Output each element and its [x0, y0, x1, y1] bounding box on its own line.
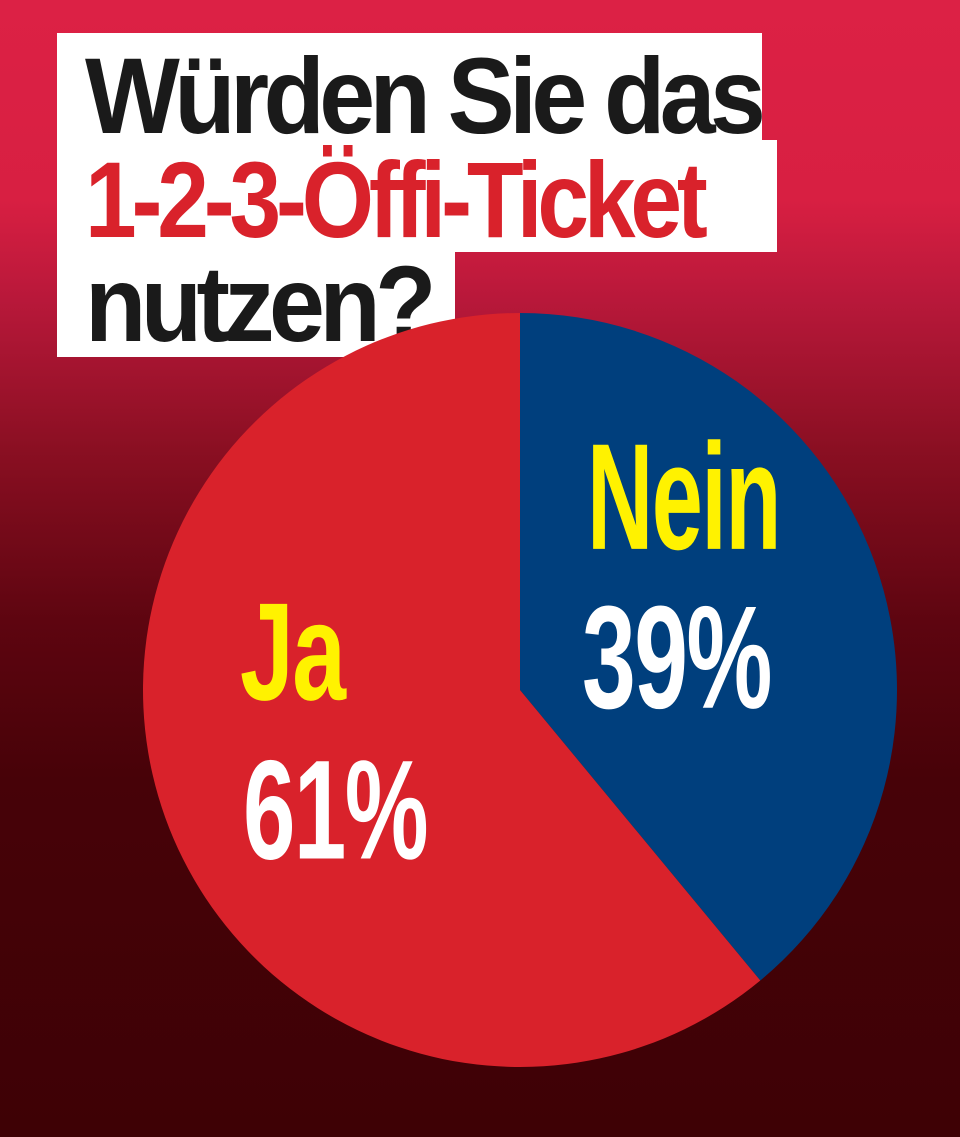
pie-slice-nein — [520, 313, 898, 981]
chart-title-line3: nutzen? — [85, 243, 436, 364]
slice-label-ja-category: Ja — [240, 575, 346, 730]
title-box-line1 — [57, 33, 762, 143]
chart-title-line1: Würden Sie das — [85, 35, 766, 156]
pie-slice-ja — [143, 313, 761, 1067]
slice-label-nein-value: 39% — [582, 576, 772, 740]
title-box-line2 — [57, 140, 777, 252]
chart-title-line2: 1-2-3-Öffi-Ticket — [85, 139, 708, 260]
slice-label-nein-category: Nein — [587, 413, 781, 582]
slice-label-ja-value: 61% — [243, 732, 429, 890]
